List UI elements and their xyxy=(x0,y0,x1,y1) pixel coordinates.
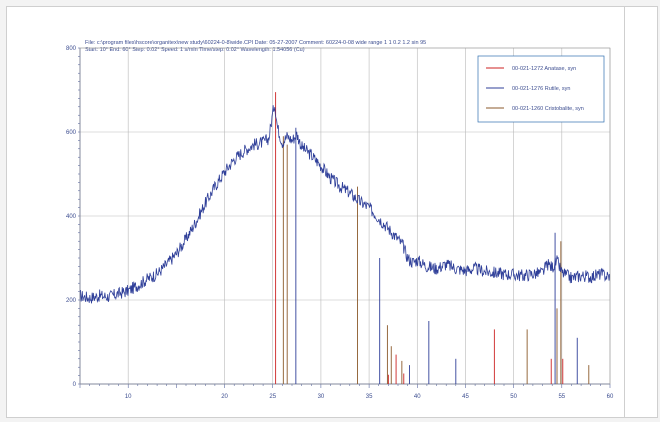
x-tick-label: 10 xyxy=(125,394,132,400)
diffraction-pattern xyxy=(79,105,611,304)
y-tick-label: 800 xyxy=(66,46,77,52)
y-tick-label: 0 xyxy=(73,382,77,388)
legend-label: 00-021-1260 Cristobalite, syn xyxy=(512,106,584,112)
x-tick-label: 20 xyxy=(221,394,228,400)
y-tick-label: 200 xyxy=(66,298,77,304)
legend-label: 00-021-1272 Anatase, syn xyxy=(512,66,576,72)
frame-divider xyxy=(624,6,625,418)
x-tick-label: 50 xyxy=(510,394,517,400)
x-tick-label: 40 xyxy=(414,394,421,400)
reference-peaks xyxy=(275,92,590,384)
legend: 00-021-1272 Anatase, syn 00-021-1276 Ruti… xyxy=(477,55,605,123)
header-line-1: File: c:\program files\hscore\organitex\… xyxy=(85,40,426,46)
axes: 0 200 400 600 800 10 20 25 30 35 40 45 50 55 60 xyxy=(66,46,614,400)
y-tick-label: 400 xyxy=(66,214,77,220)
x-tick-label: 25 xyxy=(269,394,276,400)
x-tick-label: 30 xyxy=(318,394,325,400)
x-tick-label: 60 xyxy=(607,394,614,400)
legend-box xyxy=(477,55,605,123)
x-tick-label: 35 xyxy=(366,394,373,400)
pattern-line xyxy=(79,105,611,304)
x-tick-label: 45 xyxy=(462,394,469,400)
y-tick-label: 600 xyxy=(66,130,77,136)
plot-border xyxy=(79,47,611,385)
x-tick-label: 55 xyxy=(558,394,565,400)
legend-label: 00-021-1276 Rutile, syn xyxy=(512,86,570,92)
header-line-2: Start: 10° End: 60° Step: 0.02° Speed: 1… xyxy=(85,47,305,53)
